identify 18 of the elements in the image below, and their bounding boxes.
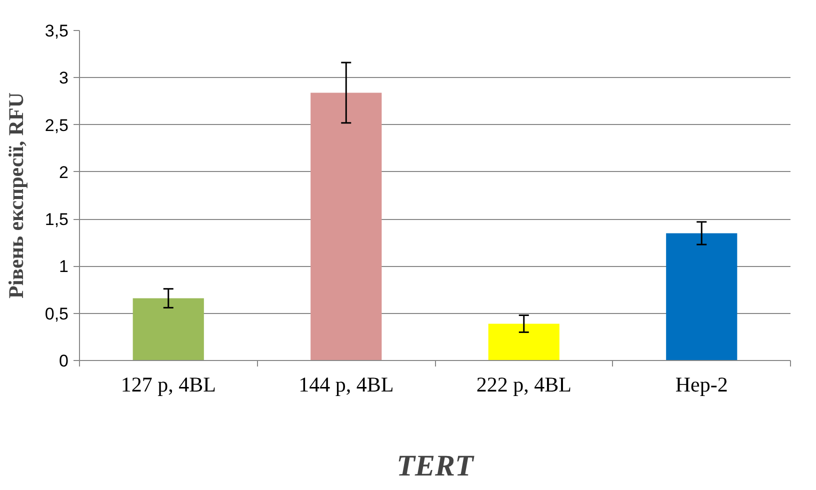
x-tick-label: 127 р, 4BL bbox=[120, 372, 216, 396]
x-tick-label: 222 р, 4BL bbox=[476, 372, 572, 396]
x-axis-title: TERT bbox=[396, 450, 476, 482]
bar bbox=[488, 324, 560, 360]
bar bbox=[310, 92, 382, 360]
y-tick-label: 3 bbox=[59, 68, 69, 88]
bar bbox=[666, 233, 738, 360]
y-tick-label: 1,5 bbox=[44, 210, 69, 230]
y-tick-label: 1 bbox=[59, 257, 69, 276]
y-tick-label: 3,5 bbox=[44, 22, 69, 40]
x-tick-label: 144 р, 4BL bbox=[298, 372, 394, 396]
y-tick-label: 0 bbox=[59, 352, 69, 370]
y-axis-title: Рівень експресії, RFU bbox=[4, 92, 28, 298]
y-tick-label: 2 bbox=[59, 162, 69, 182]
bar bbox=[132, 298, 204, 360]
y-tick-label: 0,5 bbox=[44, 304, 69, 324]
y-tick-label: 2,5 bbox=[44, 116, 69, 135]
x-tick-label: Hep-2 bbox=[675, 372, 728, 396]
